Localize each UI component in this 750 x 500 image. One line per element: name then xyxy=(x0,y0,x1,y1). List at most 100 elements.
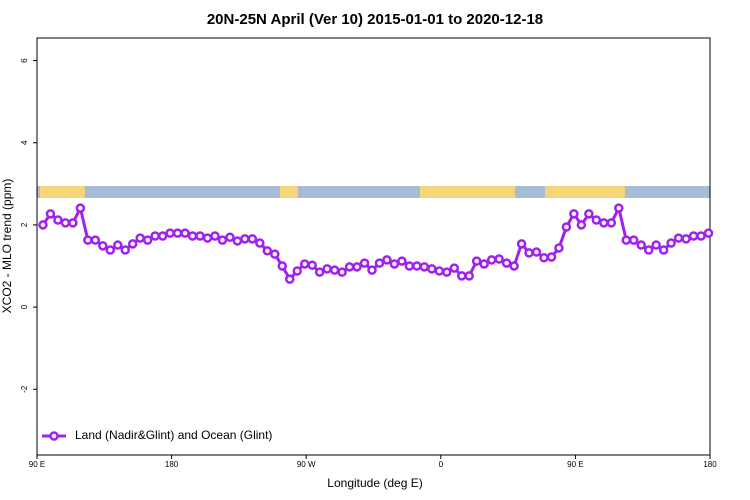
x-tick-label: 180 xyxy=(703,460,717,469)
data-point xyxy=(509,261,519,271)
data-point xyxy=(142,235,153,245)
data-point xyxy=(524,248,534,258)
data-point xyxy=(359,258,370,268)
data-point xyxy=(494,254,504,264)
data-point xyxy=(703,228,714,238)
data-point xyxy=(486,255,497,265)
data-point xyxy=(479,259,489,269)
data-point xyxy=(299,259,310,269)
data-point xyxy=(329,265,340,275)
data-point xyxy=(240,234,250,244)
legend-marker xyxy=(49,431,59,441)
y-tick-label: 2 xyxy=(20,222,29,227)
data-point xyxy=(599,218,609,228)
data-point xyxy=(516,239,527,249)
data-point xyxy=(150,231,160,241)
data-point xyxy=(38,220,48,230)
data-point xyxy=(157,231,168,241)
data-point xyxy=(277,261,288,271)
data-point xyxy=(135,233,145,243)
data-point xyxy=(419,262,430,272)
data-point xyxy=(284,274,295,284)
data-point xyxy=(666,238,676,248)
data-point xyxy=(53,215,63,225)
x-tick-label: 90 E xyxy=(567,460,583,469)
data-point xyxy=(584,209,594,219)
data-point xyxy=(374,258,385,268)
data-point xyxy=(165,228,175,238)
data-point xyxy=(105,245,116,255)
x-tick-label: 180 xyxy=(165,460,179,469)
x-tick-label: 0 xyxy=(439,460,444,469)
y-tick-label: -2 xyxy=(20,385,29,393)
data-point xyxy=(60,218,71,228)
data-point xyxy=(464,271,474,281)
data-point xyxy=(554,243,564,253)
data-point xyxy=(636,240,646,250)
data-point xyxy=(412,261,422,271)
y-axis-label: XCO2 - MLO trend (ppm) xyxy=(0,179,14,314)
data-point xyxy=(382,255,392,265)
data-point xyxy=(68,218,78,228)
data-point xyxy=(427,264,437,274)
data-point xyxy=(113,240,123,250)
data-point xyxy=(307,260,317,270)
data-point xyxy=(270,249,280,259)
data-point xyxy=(539,253,549,263)
data-point xyxy=(621,235,631,245)
data-point xyxy=(90,235,101,245)
data-point xyxy=(210,231,220,241)
map-strip xyxy=(37,186,710,198)
x-tick-label: 90 W xyxy=(297,460,316,469)
data-point xyxy=(337,267,347,277)
y-tick-label: 0 xyxy=(20,304,29,309)
data-point xyxy=(688,231,699,241)
data-point xyxy=(531,247,542,257)
data-point xyxy=(643,245,654,255)
data-point xyxy=(322,264,332,274)
data-point xyxy=(442,267,452,277)
data-point xyxy=(449,263,460,273)
data-point xyxy=(45,209,56,219)
data-point xyxy=(591,215,602,225)
y-tick-label: 4 xyxy=(20,140,29,145)
data-point xyxy=(434,266,445,276)
data-point xyxy=(501,258,512,268)
data-point xyxy=(696,231,706,241)
data-point xyxy=(658,245,669,255)
data-point xyxy=(180,228,190,238)
data-point xyxy=(120,245,130,255)
data-point xyxy=(352,262,362,272)
data-point xyxy=(83,235,93,245)
data-point xyxy=(471,256,482,266)
data-point xyxy=(255,238,265,248)
data-point xyxy=(292,266,302,276)
data-point xyxy=(75,203,86,213)
data-point xyxy=(225,232,235,243)
data-point xyxy=(651,240,661,250)
data-point xyxy=(202,233,213,243)
data-point xyxy=(314,267,325,277)
data-point xyxy=(262,246,273,256)
data-point xyxy=(187,231,198,241)
chart-title: 20N-25N April (Ver 10) 2015-01-01 to 202… xyxy=(207,11,543,28)
legend-label: Land (Nadir&Glint) and Ocean (Glint) xyxy=(75,428,272,442)
data-point xyxy=(367,265,377,275)
data-point xyxy=(172,228,183,238)
data-point xyxy=(404,261,415,271)
data-point xyxy=(456,271,467,281)
data-point xyxy=(195,231,205,241)
x-tick-label: 90 E xyxy=(29,460,45,469)
data-point xyxy=(397,256,407,266)
data-point xyxy=(561,222,572,232)
data-point xyxy=(628,235,639,245)
plot-frame xyxy=(36,37,711,456)
data-point xyxy=(232,236,243,246)
x-axis-label: Longitude (deg E) xyxy=(327,476,422,490)
data-point xyxy=(673,233,684,243)
data-point xyxy=(389,259,400,269)
data-point xyxy=(681,234,691,244)
data-point xyxy=(344,262,355,272)
y-tick-label: 6 xyxy=(20,58,29,63)
